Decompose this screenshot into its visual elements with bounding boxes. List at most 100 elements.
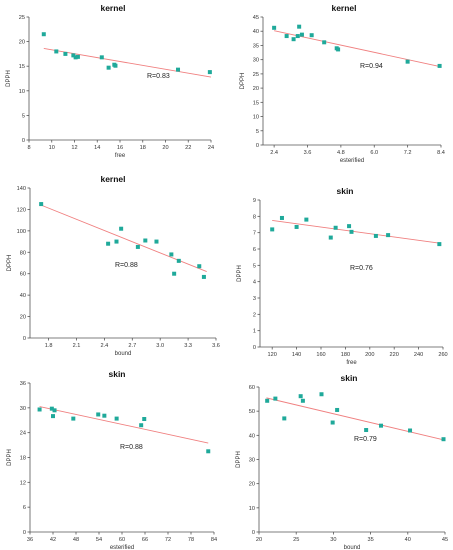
data-point xyxy=(114,239,119,244)
data-point xyxy=(37,407,42,412)
y-tick-label: 10 xyxy=(249,506,255,512)
data-point xyxy=(299,32,304,37)
data-point xyxy=(113,63,118,68)
y-tick-label: 5 xyxy=(253,263,256,269)
chart-title: kernel xyxy=(100,174,125,184)
x-tick-label: 220 xyxy=(390,352,399,358)
data-point xyxy=(347,224,352,229)
chart-title: skin xyxy=(340,373,357,383)
y-tick-label: 0 xyxy=(252,530,255,536)
x-tick-label: 12 xyxy=(71,145,77,151)
y-tick-label: 0 xyxy=(22,138,25,144)
x-tick-label: 10 xyxy=(49,145,55,151)
data-point xyxy=(364,428,369,433)
x-tick-label: 72 xyxy=(165,537,171,543)
y-tick-label: 140 xyxy=(17,186,26,192)
x-tick-label: 3.3 xyxy=(184,343,192,349)
x-tick-label: 36 xyxy=(27,537,33,543)
data-point xyxy=(328,235,333,240)
x-tick-label: 8.4 xyxy=(437,150,445,156)
x-tick-label: 22 xyxy=(185,145,191,151)
x-tick-label: 25 xyxy=(293,537,299,543)
data-point xyxy=(176,258,181,263)
x-tick-label: 45 xyxy=(442,537,448,543)
y-tick-label: 30 xyxy=(20,406,26,412)
data-point xyxy=(279,215,284,220)
data-point xyxy=(73,55,78,60)
x-tick-label: 16 xyxy=(117,145,123,151)
data-point xyxy=(373,233,378,238)
y-tick-label: 10 xyxy=(19,89,25,95)
scatter-panel-3: 1.8 2.1 2.4 2.7 3.0 3.3 3.6 0 20 40 60 80 100 120 140 b… xyxy=(7,174,220,357)
x-axis-label: bound xyxy=(115,351,132,357)
trend-line xyxy=(39,406,209,444)
data-point xyxy=(142,417,147,422)
y-tick-label: 24 xyxy=(20,431,26,437)
data-point xyxy=(336,47,341,52)
y-axis-label: DPPH xyxy=(237,265,243,282)
data-point xyxy=(322,40,327,45)
x-tick-label: 6.0 xyxy=(370,150,378,156)
y-axis-label: DPPH xyxy=(7,255,13,272)
y-tick-label: 1 xyxy=(253,329,256,335)
y-tick-label: 18 xyxy=(20,456,26,462)
y-tick-label: 120 xyxy=(17,207,26,213)
data-point xyxy=(295,34,300,39)
y-tick-label: 60 xyxy=(20,272,26,278)
data-point xyxy=(300,398,305,403)
data-point xyxy=(176,67,181,72)
data-point xyxy=(437,242,442,247)
x-tick-label: 260 xyxy=(438,352,447,358)
x-tick-label: 4.8 xyxy=(337,150,345,156)
data-point xyxy=(52,408,57,413)
data-point xyxy=(333,225,338,230)
x-tick-label: 40 xyxy=(405,537,411,543)
data-point xyxy=(265,398,270,403)
y-tick-label: 15 xyxy=(19,64,25,70)
data-point xyxy=(386,233,391,238)
x-tick-label: 180 xyxy=(341,352,350,358)
y-tick-label: 12 xyxy=(20,480,26,486)
data-point xyxy=(437,63,442,68)
y-tick-label: 20 xyxy=(20,315,26,321)
y-tick-label: 25 xyxy=(19,15,25,21)
data-point xyxy=(139,423,144,428)
y-tick-label: 20 xyxy=(249,482,255,488)
data-point xyxy=(169,252,174,257)
y-tick-label: 5 xyxy=(256,129,259,135)
scatter-panel-5: 36 42 48 54 60 66 72 78 84 0 6 12 18 24 30 36 esterified… xyxy=(7,369,217,550)
x-tick-label: 200 xyxy=(365,352,374,358)
trend-line xyxy=(43,48,212,78)
y-tick-label: 40 xyxy=(249,433,255,439)
y-tick-label: 15 xyxy=(253,100,259,106)
data-point xyxy=(201,274,206,279)
x-tick-label: 3.0 xyxy=(156,343,164,349)
y-axis-label: DPPH xyxy=(7,449,13,466)
data-point xyxy=(172,271,177,276)
data-point xyxy=(71,53,76,58)
y-tick-label: 5 xyxy=(22,113,25,119)
x-tick-label: 30 xyxy=(330,537,336,543)
data-point xyxy=(99,55,104,60)
y-tick-label: 100 xyxy=(17,229,26,235)
data-point xyxy=(75,54,80,59)
y-tick-label: 7 xyxy=(253,231,256,237)
x-tick-label: 3.6 xyxy=(304,150,312,156)
data-point xyxy=(309,33,314,38)
x-tick-label: 2.7 xyxy=(128,343,136,349)
scatter-panel-4: 120 140 160 180 200 220 240 260 0 1 2 3 4 5 6 7 8 9 free DP… xyxy=(237,186,448,366)
trend-line xyxy=(274,30,442,68)
data-point xyxy=(63,51,68,56)
x-tick-label: 35 xyxy=(367,537,373,543)
data-point xyxy=(114,416,119,421)
y-tick-label: 35 xyxy=(253,43,259,49)
data-point xyxy=(135,244,140,249)
y-tick-label: 9 xyxy=(253,198,256,204)
data-point xyxy=(335,407,340,412)
y-tick-label: 80 xyxy=(20,250,26,256)
scatter-panel-1: 8 10 12 14 16 18 20 22 24 0 5 10 15 20 25 free DPPH kerne… xyxy=(6,3,214,159)
scatter-panel-2: 2.4 3.6 4.8 6.0 7.2 8.4 0 5 10 15 20 25 30 35 40 45 este… xyxy=(240,3,445,164)
data-point xyxy=(297,24,302,29)
data-point xyxy=(304,217,309,222)
